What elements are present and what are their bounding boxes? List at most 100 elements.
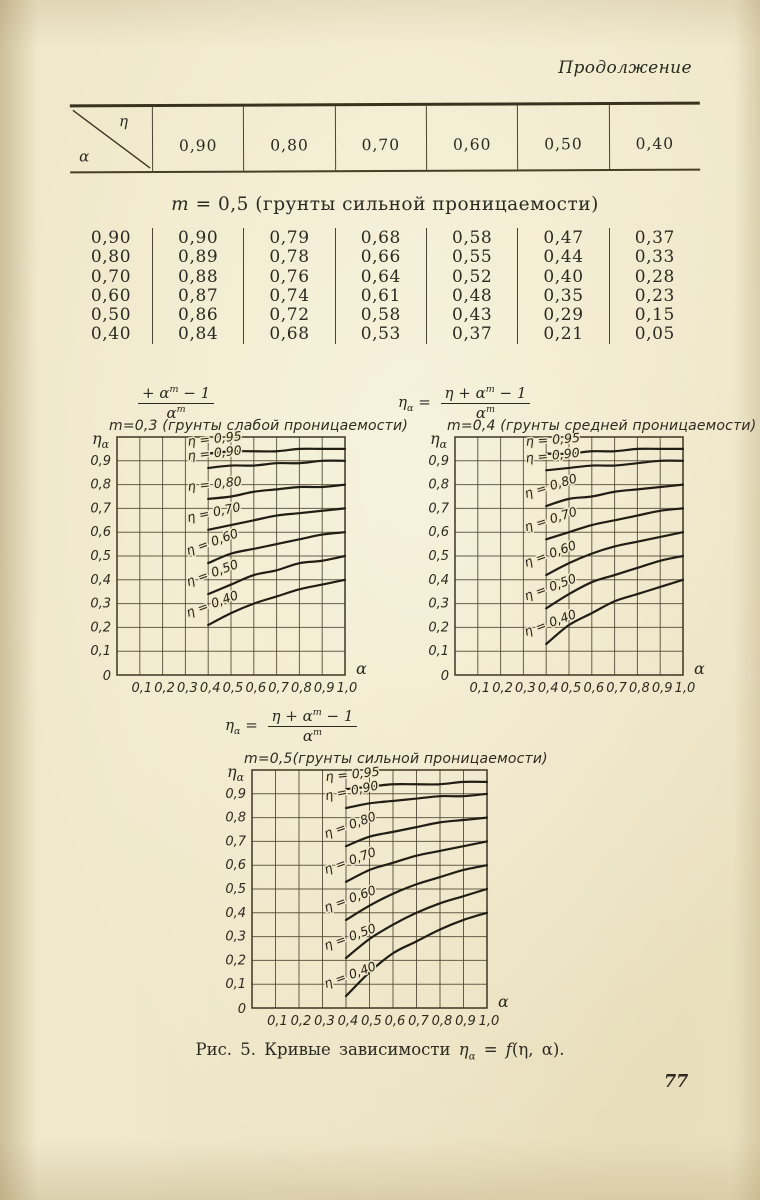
figure-chart-m04: η = 0,95 η = 0,90 η = 0,80 η = 0,7 0 η = 0,60… [398, 385, 756, 707]
value-cell: 0,43 [426, 305, 517, 326]
value-cell: 0,84 [152, 324, 243, 345]
caption-tail: (η, α). [511, 1040, 565, 1059]
value-cell: 0,15 [608, 305, 700, 326]
x-tick-label: 0,5 [561, 681, 582, 696]
curve-eta-0.7 [344, 840, 489, 883]
x-tick-label: 0,8 [629, 681, 650, 696]
table-row: 0,70 0,88 0,76 0,64 0,52 0,40 0,28 [70, 266, 700, 287]
value-cell: 0,72 [243, 305, 334, 326]
value-cell: 0,58 [334, 305, 426, 326]
curve-eta-0.6 [545, 531, 685, 577]
formula-lead: ηα = [398, 393, 436, 414]
formula-fraction: η + αm − 1 αm [267, 708, 358, 745]
value-cell: 0,89 [152, 247, 243, 268]
curve-eta-0.4 [344, 911, 489, 998]
value-cell: 0,37 [426, 324, 517, 345]
x-tick-label: 0,1 [131, 681, 152, 696]
data-table: η α 0,90 0,80 0,70 0,60 0,50 0,40 [69, 101, 701, 174]
alpha-cell: 0,60 [90, 285, 132, 306]
table-corner-cell: η α [70, 107, 152, 171]
x-tick-label: 0,1 [267, 1014, 288, 1029]
curve-label: η = 0,95 [325, 764, 380, 784]
table-row: 0,50 0,86 0,72 0,58 0,43 0,29 0,15 [70, 305, 700, 326]
caption-lead: Рис. 5. Кривые зависимости [195, 1040, 459, 1059]
curve-eta-0.5 [344, 887, 489, 960]
y-tick-label: 0,7 [428, 501, 449, 516]
y-axis-label: ηα [227, 762, 245, 784]
formula-fraction: + αm − 1 αm [138, 385, 215, 422]
value-cell: 0,86 [152, 305, 243, 326]
value-cell: 0,48 [426, 285, 517, 306]
section-heading: m = 0,5 (грунты сильной проницаемости) [70, 194, 700, 215]
y-tick-label: 0,7 [225, 834, 246, 849]
table-row: 0,40 0,84 0,68 0,53 0,37 0,21 0,05 [70, 324, 700, 345]
alpha-cell: 0,90 [90, 228, 132, 248]
value-cell: 0,61 [334, 285, 426, 306]
y-tick-label: 0,2 [90, 620, 111, 635]
chart-canvas-m03: η = 0,95η = 0,90η = 0,80η = 0,70η = 0,60… [90, 427, 367, 696]
y-tick-label: 0,3 [428, 597, 449, 612]
x-tick-label: 0,6 [385, 1014, 406, 1029]
value-cell: 0,88 [152, 266, 243, 287]
value-cell: 0,23 [608, 285, 700, 306]
x-tick-label: 0,4 [200, 681, 221, 696]
y-tick-label: 0,5 [428, 549, 449, 564]
figure-chart-m05: η = 0,95 η = 0,90 η = 0,80 η = 0,70 η = 0,60… [195, 703, 548, 1043]
x-tick-label: 0,2 [492, 681, 513, 696]
y-tick-label: 0,3 [90, 597, 111, 612]
figure-caption: Рис. 5. Кривые зависимости ηα = f(η, α). [0, 1040, 760, 1062]
x-tick-label: 0,2 [154, 681, 175, 696]
curve-label: η = 0,70 [186, 499, 242, 525]
figure-chart-m03: η = 0,95 η = 0,90 η = 0,80 η = 0,70 η = 0,60… [60, 385, 407, 707]
y-tick-label: 0,7 [90, 501, 111, 516]
curve-eta-0.7 [545, 507, 685, 541]
caption-f: f [505, 1040, 512, 1059]
x-axis-label: α [356, 659, 367, 678]
header-cell: 0,40 [608, 104, 701, 170]
y-tick-label: 0,1 [428, 644, 449, 659]
y-tick-label: 0,9 [428, 454, 449, 469]
y-tick-label: 0,3 [225, 930, 246, 945]
curve-eta-0.7 [207, 507, 347, 531]
curve-label: η = 0,95 [525, 430, 580, 449]
page-number: 77 [664, 1072, 689, 1092]
value-cell: 0,87 [152, 285, 243, 306]
x-tick-label: 1,0 [337, 681, 358, 696]
y-tick-label: 0,1 [90, 644, 111, 659]
y-tick-label: 0,4 [428, 573, 449, 588]
y-axis-label: ηα [92, 429, 110, 451]
value-cell: 0,55 [426, 247, 517, 268]
value-cell: 0,35 [517, 285, 608, 306]
formula-lead-base: η [398, 392, 407, 411]
x-tick-label: 0,4 [538, 681, 559, 696]
curve-eta-0.8 [545, 483, 685, 508]
curve-eta-0.8 [207, 483, 347, 500]
chart-subtitle: m=0,3 (грунты слабой проницаемости) [109, 418, 408, 434]
x-tick-label: 0,6 [245, 681, 266, 696]
value-cell: 0,58 [426, 228, 517, 248]
y-tick-label: 0,8 [428, 478, 449, 493]
curve-label: η = 0,90 [187, 442, 242, 463]
curve-label: η = 0,80 [523, 470, 579, 501]
formula-numerator: + αm − 1 [138, 385, 215, 404]
table-row: 0,90 0,90 0,79 0,68 0,58 0,47 0,37 [70, 228, 700, 248]
alpha-cell: 0,40 [90, 324, 132, 345]
chart-subtitle: m=0,4 (грунты средней проницаемости) [447, 418, 757, 434]
value-cell: 0,40 [517, 266, 608, 287]
chart-canvas-m04: η = 0,95η = 0,90η = 0,80η = 0,70η = 0,60… [428, 428, 705, 696]
formula-lead-sub: α [234, 725, 241, 737]
caption-eq: = [475, 1040, 506, 1059]
table-row: 0,60 0,87 0,74 0,61 0,48 0,35 0,23 [70, 285, 700, 306]
alpha-cell: 0,70 [90, 266, 132, 287]
chart-formula: ηα = η + αm − 1 αm [398, 385, 531, 422]
x-tick-label: 0,5 [361, 1014, 382, 1029]
value-cell: 0,21 [517, 324, 608, 345]
table-row: 0,80 0,89 0,78 0,66 0,55 0,44 0,33 [70, 247, 700, 268]
curve-eta-0.8 [344, 816, 489, 848]
curve-label: η = 0,60 [522, 537, 578, 570]
y-tick-label: 0,6 [428, 525, 449, 540]
curve-eta-0.6 [344, 864, 489, 922]
x-tick-label: 0,7 [408, 1014, 429, 1029]
value-cell: 0,76 [243, 266, 334, 287]
curve-label: η = 0,90 [525, 445, 580, 466]
